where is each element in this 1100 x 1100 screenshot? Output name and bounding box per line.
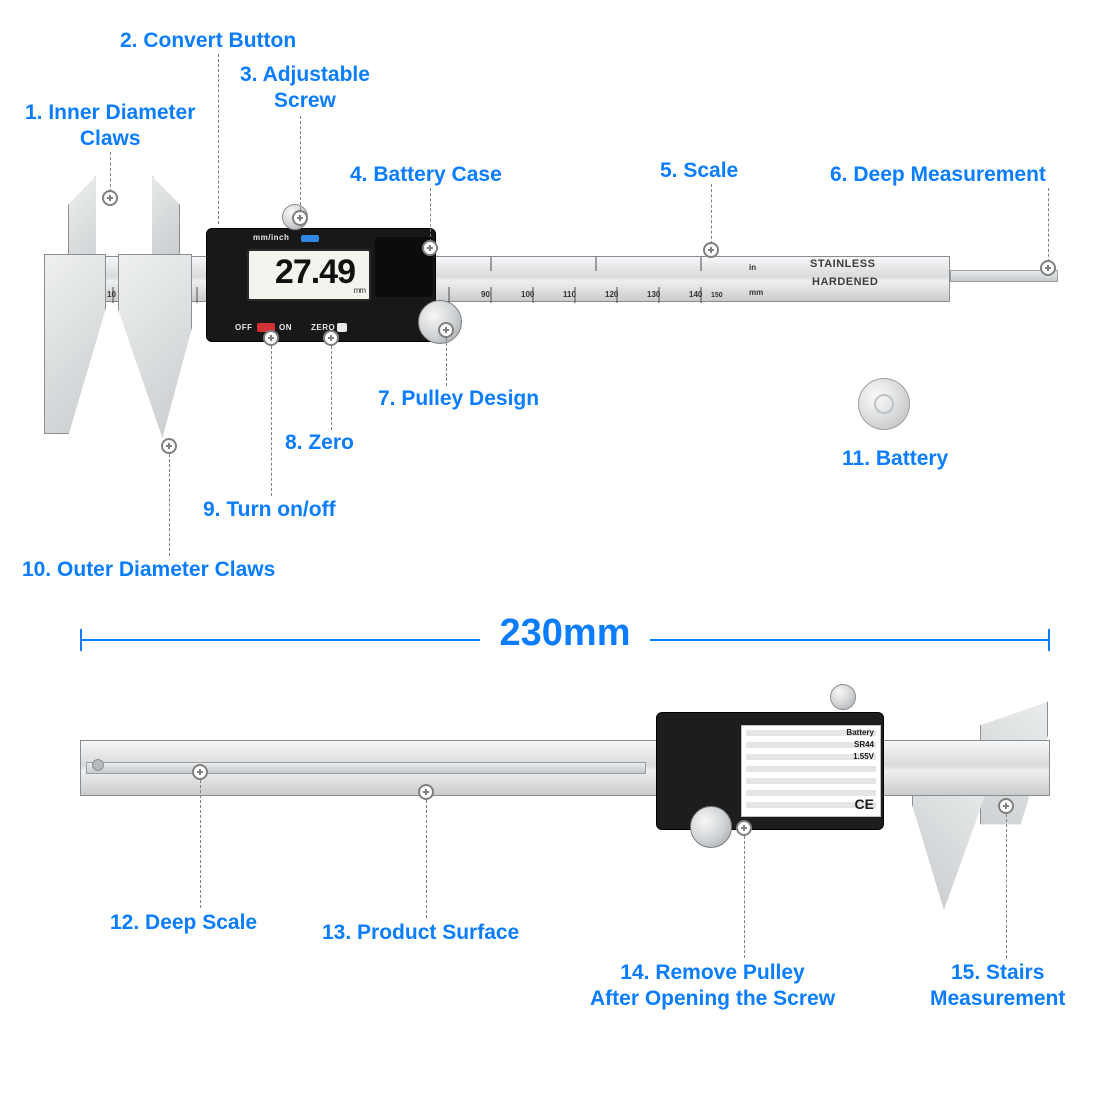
outer-jaw-moving (118, 254, 192, 438)
callout-15-label: 15. Stairs Measurement (930, 960, 1065, 1013)
callout-6-label: 6. Deep Measurement (830, 162, 1046, 188)
callout-5-label: 5. Scale (660, 158, 738, 184)
back-battery-word: Battery (846, 728, 874, 737)
callout-5-leader (711, 184, 712, 244)
inner-jaw (68, 176, 124, 258)
depth-endcap (92, 759, 104, 771)
zero-button[interactable] (337, 323, 347, 332)
mm-inch-label: mm/inch (253, 233, 289, 242)
thumbwheel-back[interactable] (690, 806, 732, 848)
off-label: OFF (235, 323, 253, 332)
callout-10-label: 10. Outer Diameter Claws (22, 557, 275, 583)
callout-15-marker (998, 798, 1014, 814)
dim-line-left (80, 639, 480, 641)
callout-5-marker (703, 242, 719, 258)
battery-cell (858, 378, 910, 430)
callout-8-marker (323, 330, 339, 346)
callout-1-marker (102, 190, 118, 206)
callout-6-leader (1048, 188, 1049, 262)
callout-11-label: 11. Battery (842, 446, 948, 472)
callout-14-label: 14. Remove Pulley After Opening the Scre… (590, 960, 835, 1013)
dim-line-right (650, 639, 1050, 641)
lock-screw-back[interactable] (830, 684, 856, 710)
callout-14-marker (736, 820, 752, 836)
callout-2-leader (218, 54, 219, 224)
callout-3-marker (292, 210, 308, 226)
lcd-unit: mm (354, 286, 365, 295)
dimension-label: 230mm (480, 612, 650, 655)
callout-7-leader (446, 338, 447, 386)
outer-jaw-fixed (44, 254, 106, 434)
hardened-text: HARDENED (812, 276, 878, 288)
on-label: ON (279, 323, 292, 332)
callout-9-marker (263, 330, 279, 346)
callout-10-leader (169, 454, 170, 556)
callout-13-marker (418, 784, 434, 800)
callout-3-leader (300, 116, 301, 210)
lcd: 27.49 mm (247, 249, 371, 301)
lcd-reading: 27.49 (275, 253, 355, 292)
callout-4-label: 4. Battery Case (350, 162, 502, 188)
callout-3-label: 3. Adjustable Screw (240, 62, 370, 115)
callout-4-leader (430, 188, 431, 242)
thumbwheel-front[interactable] (418, 300, 462, 344)
callout-13-leader (426, 800, 427, 918)
callout-12-leader (200, 780, 201, 908)
inner-jaw-moving (124, 176, 180, 258)
back-housing: Battery SR44 1.55V CE (656, 712, 884, 830)
display-housing: mm/inch 27.49 mm OFF ON ZERO (206, 228, 436, 342)
callout-6-marker (1040, 260, 1056, 276)
callout-7-marker (438, 322, 454, 338)
callout-1-leader (110, 152, 111, 192)
back-volts: 1.55V (853, 752, 874, 761)
callout-7-label: 7. Pulley Design (378, 386, 539, 412)
dim-cap-right (1048, 629, 1050, 651)
callout-1-label: 1. Inner Diameter Claws (25, 100, 195, 153)
depth-bar-back (86, 762, 646, 774)
callout-8-leader (331, 346, 332, 430)
convert-button[interactable] (301, 235, 319, 242)
callout-13-label: 13. Product Surface (322, 920, 519, 946)
callout-9-label: 9. Turn on/off (203, 497, 336, 523)
callout-12-marker (192, 764, 208, 780)
callout-4-marker (422, 240, 438, 256)
stainless-text: STAINLESS (810, 258, 875, 270)
ce-mark: CE (855, 796, 874, 812)
callout-12-label: 12. Deep Scale (110, 910, 257, 936)
callout-9-leader (271, 346, 272, 496)
callout-8-label: 8. Zero (285, 430, 354, 456)
callout-10-marker (161, 438, 177, 454)
callout-14-leader (744, 836, 745, 958)
callout-15-leader (1006, 814, 1007, 958)
callout-2-label: 2. Convert Button (120, 28, 296, 54)
back-sr44: SR44 (854, 740, 874, 749)
back-spec-label: Battery SR44 1.55V CE (741, 725, 881, 817)
infographic-canvas: 0 10 20 90 100 110 120 130 140 150 in mm… (0, 0, 1100, 1100)
